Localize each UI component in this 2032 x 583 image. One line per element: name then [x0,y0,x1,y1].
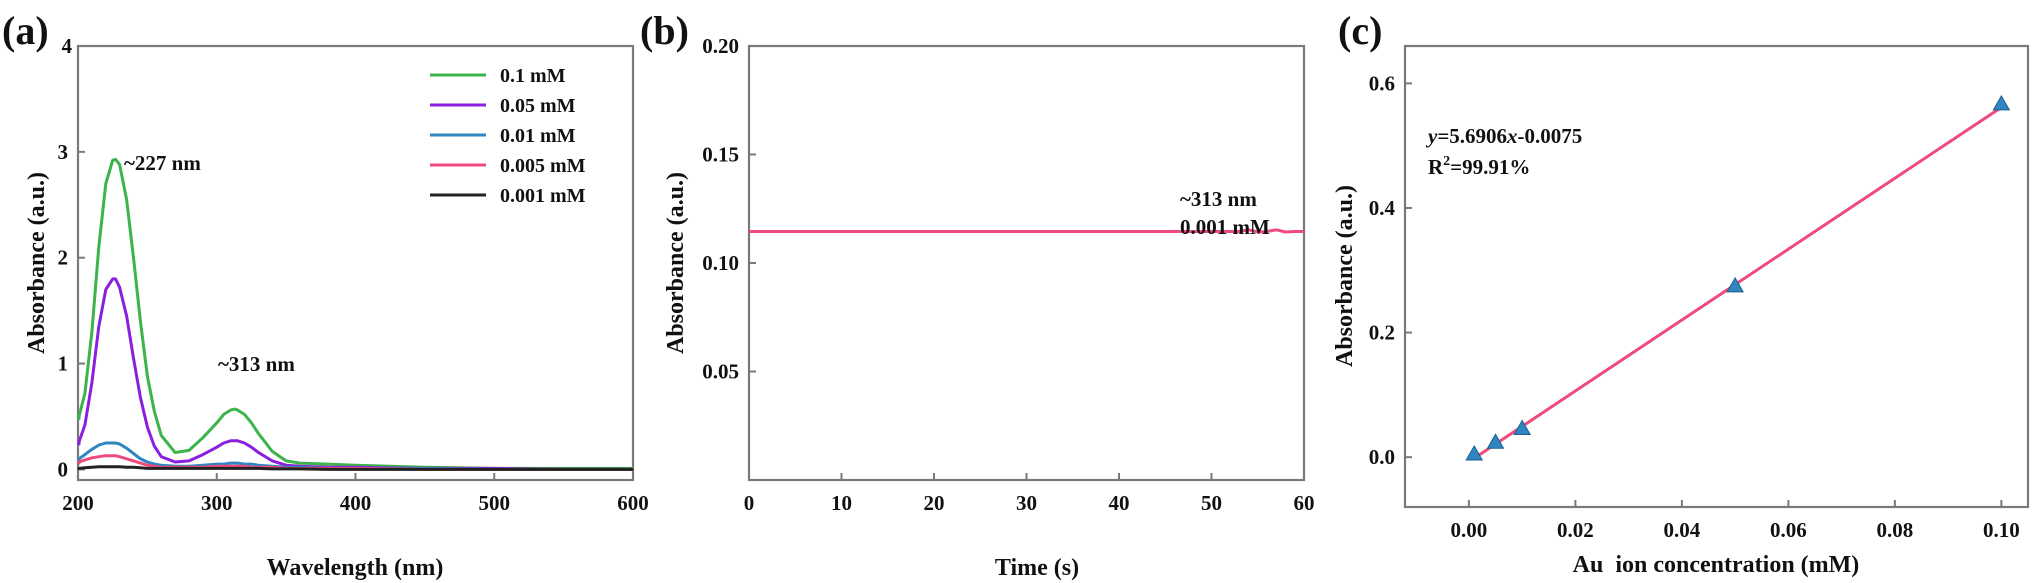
panel-b-concentration-annotation: 0.001 mM [1180,215,1270,239]
data-point-marker [1486,433,1505,449]
panel-b-x-axis-label: Time (s) [995,555,1079,581]
panel-a-label: (a) [2,8,49,53]
panel-c-x-axis-label: Au ion concentration (mM) [1573,552,1860,578]
panel-c-r-squared: R2=99.91% [1428,154,1530,179]
x-tick-label: 0.04 [1664,518,1701,542]
panel-b-y-axis-label: Absorbance (a.u.) [663,172,689,354]
y-tick-label: 0 [58,457,69,481]
x-tick-label: 20 [924,491,945,515]
legend-label: 0.05 mM [500,95,576,117]
y-tick-label: 0.05 [702,360,739,384]
panel-b-wavelength-annotation: ~313 nm [1180,187,1257,211]
equation-x-var: x [1506,124,1518,148]
x-tick-label: 0 [744,491,755,515]
y-tick-label: 0.0 [1369,445,1395,469]
x-tick-label: 0.00 [1451,518,1488,542]
x-tick-label: 0.02 [1557,518,1594,542]
series-line [77,277,634,471]
equation-slope: =5.6906 [1437,124,1507,148]
series-line [77,465,634,471]
legend-label: 0.005 mM [500,155,586,177]
series-line [77,157,634,470]
x-tick-label: 200 [62,491,94,515]
y-tick-label: 0.2 [1369,321,1395,345]
y-tick-label: 0.20 [702,34,739,58]
series-line [748,228,1305,234]
panel-c-ticks: 0.00 0.02 0.04 0.06 0.08 0.10 0.0 0.2 0.4 0.6 [1369,71,2020,542]
x-tick-label: 300 [201,491,233,515]
panel-c-label: (c) [1338,8,1382,53]
x-tick-label: 50 [1201,491,1222,515]
equation-y-var: y [1425,124,1438,148]
panel-b-label: (b) [640,8,689,53]
data-point-marker [1726,276,1745,293]
equation-intercept: -0.0075 [1518,124,1583,148]
panel-a-ticks: 200 300 400 500 600 0 1 2 3 4 [58,34,649,515]
legend-label: 0.1 mM [500,65,566,87]
panel-a-peak-annotation-313: ~313 nm [218,352,295,376]
x-tick-label: 400 [340,491,372,515]
y-tick-label: 1 [58,352,69,376]
data-point-marker [1465,445,1484,461]
panel-a-uv-vis-spectra: (a) 200 300 400 500 600 0 1 2 3 4 Wavelength (nm)… [2,8,649,581]
y-tick-label: 2 [58,246,69,270]
data-point-marker [1513,419,1532,436]
legend-label: 0.001 mM [500,185,586,207]
y-tick-label: 0.6 [1369,71,1395,95]
y-tick-label: 4 [62,34,73,58]
panel-c-fit-equation: y=5.6906x-0.0075 [1425,124,1582,148]
y-tick-label: 0.4 [1369,196,1396,220]
x-tick-label: 30 [1016,491,1037,515]
panel-c-y-axis-label: Absorbance (a.u.) [1332,185,1358,367]
y-tick-label: 0.10 [702,251,739,275]
x-tick-label: 0.06 [1770,518,1807,542]
panel-b-ticks: 0 10 20 30 40 50 60 0.05 0.10 0.15 0.20 [702,34,1314,515]
panel-a-legend: 0.1 mM 0.05 mM 0.01 mM 0.005 mM 0.001 mM [430,65,586,207]
panel-b-time-stability: (b) 0 10 20 30 40 50 60 0.05 0.10 0.15 0.20 Time (… [640,8,1315,581]
legend-label: 0.01 mM [500,125,576,147]
panel-b-series-lines [748,228,1305,234]
panel-b-plot-frame [747,44,1306,482]
r2-prefix: R [1428,155,1444,179]
x-tick-label: 600 [617,491,649,515]
x-tick-label: 60 [1294,491,1315,515]
data-point-marker [1992,94,2011,111]
r2-value: =99.91% [1450,155,1530,179]
panel-a-x-axis-label: Wavelength (nm) [267,555,444,581]
panel-a-peak-annotation-227: ~227 nm [124,151,201,175]
panel-a-y-axis-label: Absorbance (a.u.) [24,172,50,354]
r2-superscript: 2 [1443,154,1450,169]
panel-c-plot-frame [1403,44,2030,509]
panel-a-series-lines [77,157,634,471]
x-tick-label: 40 [1109,491,1130,515]
panel-c-fit-and-points [1465,94,2011,461]
y-tick-label: 0.15 [702,143,739,167]
panel-c-calibration-curve: (c) 0.00 0.02 0.04 0.06 0.08 0.10 0.0 0.2 0.4 0.6… [1332,8,2030,578]
x-tick-label: 0.10 [1983,518,2020,542]
y-tick-label: 3 [58,140,69,164]
x-tick-label: 0.08 [1877,518,1914,542]
x-tick-label: 10 [831,491,852,515]
x-tick-label: 500 [479,491,511,515]
